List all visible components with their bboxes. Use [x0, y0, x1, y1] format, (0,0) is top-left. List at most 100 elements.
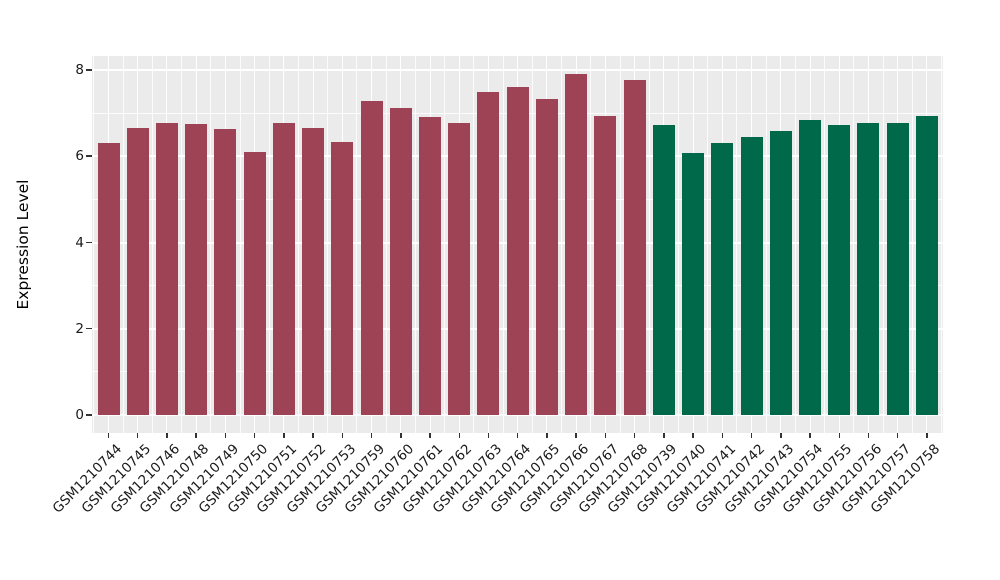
y-tick-label: 2: [75, 320, 84, 337]
x-tick-mark: [429, 433, 431, 438]
gridline-minor-vertical: [181, 56, 183, 433]
gridline-minor-vertical: [297, 56, 299, 433]
x-tick-mark: [604, 433, 607, 438]
bar-GSM1210768: [623, 80, 646, 415]
bar-GSM1210765: [535, 99, 558, 415]
y-tick-mark: [86, 327, 92, 330]
bar-GSM1210741: [711, 143, 734, 415]
bar-GSM1210757: [886, 123, 909, 415]
x-tick-mark: [546, 433, 548, 438]
bar-GSM1210766: [565, 74, 588, 415]
bar-GSM1210748: [185, 124, 208, 415]
x-tick-mark: [575, 433, 577, 438]
x-tick-mark: [370, 433, 373, 438]
x-tick-mark: [926, 433, 928, 438]
gridline-minor-vertical: [473, 56, 475, 433]
x-tick-mark: [400, 433, 402, 438]
x-tick-mark: [896, 433, 899, 438]
x-tick-mark: [107, 433, 110, 438]
bar-GSM1210761: [419, 117, 442, 415]
bar-GSM1210750: [243, 152, 266, 415]
gridline-minor-vertical: [385, 56, 387, 433]
gridline-minor-vertical: [327, 56, 329, 433]
gridline-minor-vertical: [210, 56, 212, 433]
gridline-minor-vertical: [122, 56, 124, 433]
bar-GSM1210752: [302, 128, 325, 415]
gridline-minor-vertical: [941, 56, 943, 433]
y-tick-label: 8: [75, 62, 84, 79]
y-tick-label: 0: [75, 407, 84, 423]
bar-GSM1210767: [594, 116, 617, 415]
x-tick-mark: [633, 433, 636, 438]
bar-GSM1210743: [769, 131, 792, 415]
x-tick-mark: [750, 433, 753, 438]
x-tick-mark: [253, 433, 256, 438]
gridline-minor-vertical: [677, 56, 679, 433]
x-tick-mark: [692, 433, 694, 438]
y-tick-mark: [86, 241, 92, 244]
x-tick-mark: [487, 433, 490, 438]
bar-GSM1210759: [360, 101, 383, 415]
y-tick-mark: [86, 69, 92, 71]
bar-GSM1210753: [331, 142, 354, 415]
bar-GSM1210739: [652, 125, 675, 415]
bar-GSM1210740: [682, 153, 705, 415]
gridline-minor-vertical: [93, 56, 95, 433]
bar-GSM1210745: [126, 128, 149, 415]
x-tick-mark: [516, 433, 519, 438]
x-tick-mark: [195, 433, 197, 438]
gridline-minor-vertical: [853, 56, 855, 433]
x-tick-mark: [721, 433, 724, 438]
x-tick-mark: [166, 433, 168, 438]
gridline-minor-vertical: [356, 56, 358, 433]
gridline-minor-vertical: [619, 56, 621, 433]
gridline-minor-vertical: [268, 56, 270, 433]
gridline-minor-vertical: [911, 56, 913, 433]
x-tick-mark: [809, 433, 811, 438]
bar-GSM1210744: [97, 143, 120, 415]
x-tick-mark: [663, 433, 665, 438]
x-tick-mark: [136, 433, 139, 438]
plot-panel: [92, 56, 943, 433]
bar-GSM1210764: [506, 87, 529, 415]
bar-GSM1210758: [915, 116, 938, 415]
gridline-minor-vertical: [151, 56, 153, 433]
gridline-minor-vertical: [824, 56, 826, 433]
gridline-minor-vertical: [882, 56, 884, 433]
y-tick-label: 6: [75, 148, 84, 165]
y-tick-label: 4: [75, 234, 84, 251]
bar-GSM1210762: [448, 123, 471, 415]
gridline-minor-vertical: [794, 56, 796, 433]
gridline-minor-vertical: [590, 56, 592, 433]
x-tick-mark: [780, 433, 782, 438]
bar-GSM1210755: [828, 125, 851, 415]
x-tick-mark: [867, 433, 870, 438]
bar-GSM1210751: [272, 123, 295, 415]
gridline-minor-vertical: [648, 56, 650, 433]
bar-GSM1210763: [477, 92, 500, 415]
gridline-minor-vertical: [444, 56, 446, 433]
x-tick-mark: [283, 433, 285, 438]
y-tick-mark: [86, 155, 92, 157]
x-tick-mark: [341, 433, 344, 438]
bar-GSM1210756: [857, 123, 880, 415]
gridline-minor-vertical: [502, 56, 504, 433]
gridline-minor-vertical: [239, 56, 241, 433]
gridline-minor-vertical: [561, 56, 563, 433]
gridline-minor-vertical: [736, 56, 738, 433]
x-tick-mark: [838, 433, 840, 438]
x-tick-mark: [312, 433, 314, 438]
y-tick-mark: [86, 414, 92, 416]
gridline-minor-vertical: [531, 56, 533, 433]
gridline-minor-vertical: [707, 56, 709, 433]
bar-GSM1210749: [214, 129, 237, 415]
bar-GSM1210742: [740, 137, 763, 415]
x-tick-mark: [458, 433, 460, 438]
bar-GSM1210746: [155, 123, 178, 415]
gridline-minor-vertical: [765, 56, 767, 433]
gridline-minor-vertical: [414, 56, 416, 433]
y-axis-title: Expression Level: [14, 179, 32, 310]
bar-GSM1210760: [389, 108, 412, 415]
x-tick-mark: [224, 433, 227, 438]
bar-GSM1210754: [799, 120, 822, 415]
